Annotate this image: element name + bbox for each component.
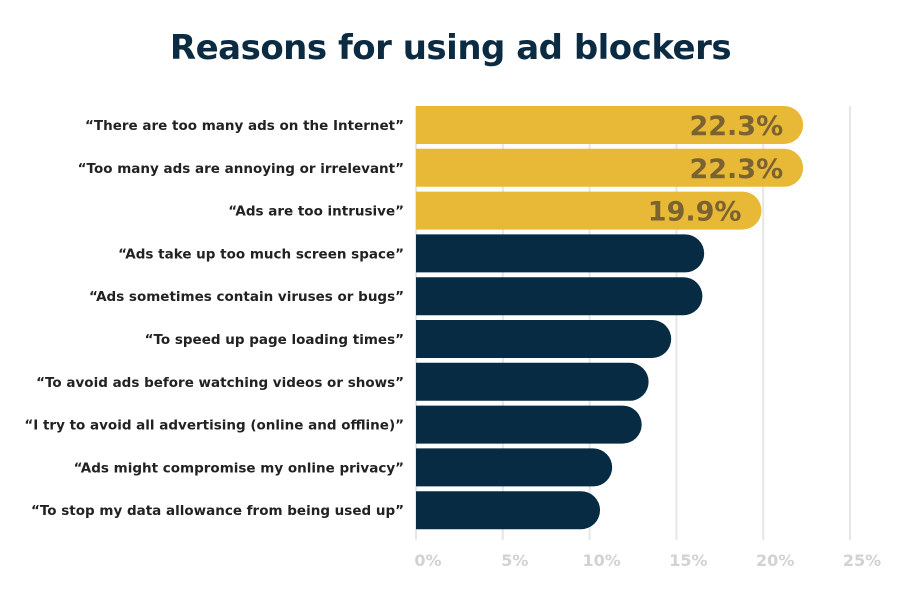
bars: 22.3% 22.3% 19.9% bbox=[416, 106, 804, 530]
category-label: “To speed up page loading times” bbox=[145, 332, 404, 348]
bar bbox=[416, 234, 705, 273]
category-label: “Ads take up too much screen space” bbox=[118, 246, 404, 262]
x-tick-label: 15% bbox=[669, 551, 707, 570]
bar bbox=[416, 405, 642, 444]
category-label: “To stop my data allowance from being us… bbox=[31, 503, 404, 519]
category-label: “Ads are too intrusive” bbox=[228, 204, 404, 220]
x-tick-label: 0% bbox=[414, 551, 441, 570]
bar bbox=[416, 106, 804, 144]
bar bbox=[416, 448, 613, 487]
bar bbox=[416, 191, 762, 230]
x-tick-label: 5% bbox=[501, 551, 528, 570]
category-label: “Ads sometimes contain viruses or bugs” bbox=[89, 289, 404, 305]
chart-title: Reasons for using ad blockers bbox=[169, 28, 732, 68]
category-label: “To avoid ads before watching videos or … bbox=[36, 375, 404, 391]
category-labels: “There are too many ads on the Internet”… bbox=[24, 118, 404, 519]
bar bbox=[416, 277, 703, 316]
x-tick-label: 25% bbox=[843, 551, 881, 570]
x-tick-label: 20% bbox=[756, 551, 794, 570]
category-label: “I try to avoid all advertising (online … bbox=[24, 418, 404, 434]
x-axis-ticks: 0% 5% 10% 15% 20% 25% bbox=[414, 551, 881, 570]
data-label: 19.9% bbox=[648, 197, 742, 228]
category-label: “Too many ads are annoying or irrelevant… bbox=[78, 161, 404, 177]
category-label: “Ads might compromise my online privacy” bbox=[74, 460, 404, 476]
bar bbox=[416, 148, 804, 187]
bar bbox=[416, 320, 672, 358]
x-tick-label: 10% bbox=[582, 551, 620, 570]
data-label: 22.3% bbox=[689, 154, 783, 185]
data-label: 22.3% bbox=[689, 111, 783, 142]
bar bbox=[416, 362, 649, 401]
category-label: “There are too many ads on the Internet” bbox=[85, 118, 404, 134]
bar bbox=[416, 491, 601, 530]
